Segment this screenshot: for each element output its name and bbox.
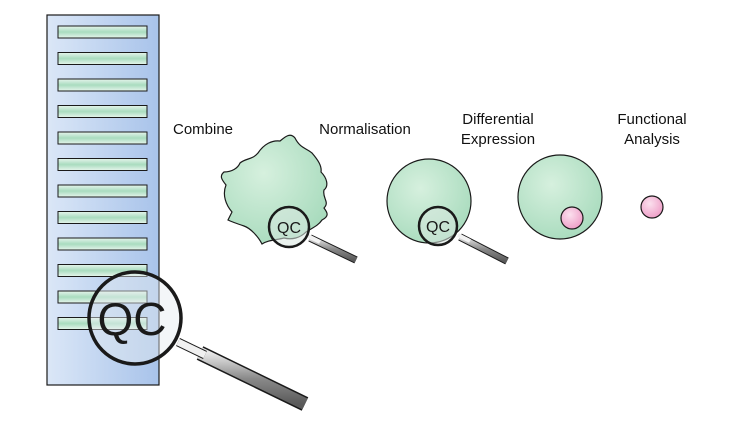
array-row	[57, 25, 148, 39]
label-normalisation-text: Normalisation	[319, 121, 411, 138]
qc-magnifier-text: QC	[277, 220, 301, 237]
array-row	[57, 131, 148, 145]
functional-analysis-dot	[640, 195, 664, 219]
array-row	[57, 78, 148, 92]
array-row	[57, 52, 148, 65]
magnifier-combine: QC	[267, 205, 358, 264]
magnifier-large: QC	[87, 270, 309, 411]
label-differential-line1: Differential	[462, 111, 534, 128]
qc-magnifier-text: QC	[98, 293, 167, 345]
label-normalisation: Normalisation	[305, 120, 425, 140]
label-differential-line2: Expression	[460, 131, 536, 148]
label-combine: Combine	[160, 120, 246, 140]
array-rows	[57, 25, 148, 330]
magnifier-normalisation: QC	[417, 205, 509, 265]
label-functional-line2: Analysis	[624, 131, 680, 148]
array-row	[57, 290, 148, 304]
label-differential-expression: Differential Expression	[440, 110, 556, 150]
array-row	[57, 184, 148, 198]
array-row	[57, 158, 148, 171]
pink-dot	[560, 206, 584, 230]
array-row	[57, 237, 148, 251]
label-functional-line1: Functional	[617, 111, 687, 128]
array-row	[57, 105, 148, 118]
label-combine-text: Combine	[172, 121, 234, 138]
array-row	[57, 317, 148, 330]
array-row	[57, 211, 148, 224]
qc-magnifier-text: QC	[426, 219, 450, 236]
differential-expression-circle	[517, 154, 603, 240]
microarray-panel	[46, 14, 160, 386]
label-functional-analysis: Functional Analysis	[600, 110, 704, 150]
